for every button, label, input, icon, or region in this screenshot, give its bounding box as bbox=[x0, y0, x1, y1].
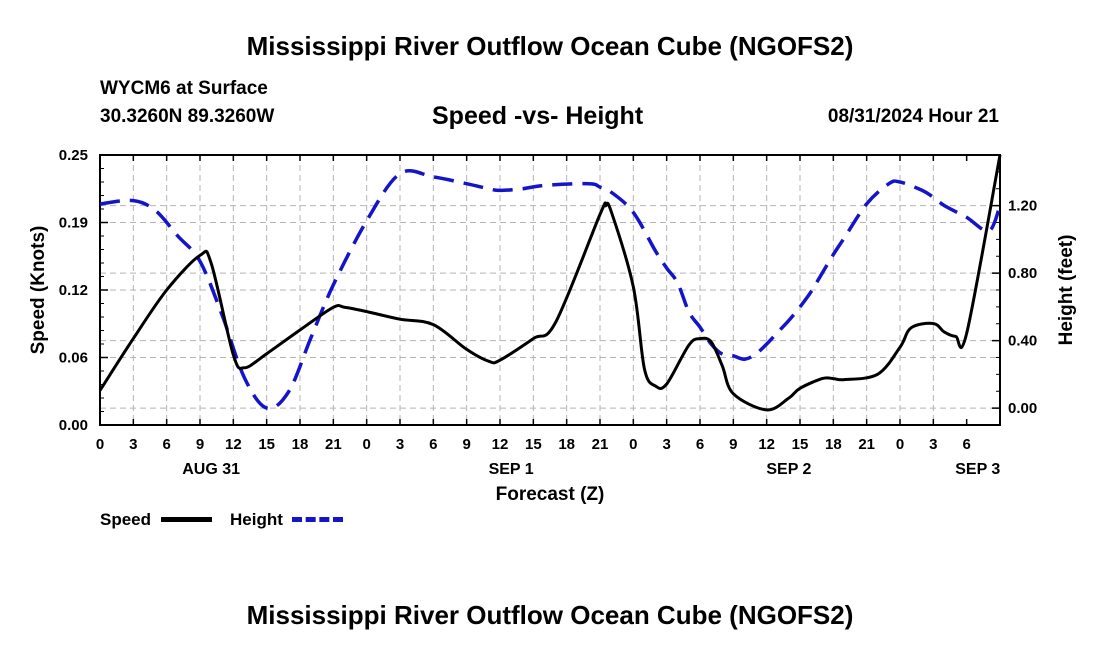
station-label: WYCM6 at Surface bbox=[100, 78, 268, 99]
day-label: SEP 2 bbox=[766, 461, 811, 478]
x-tick-label: 12 bbox=[758, 436, 775, 453]
x-tick-label: 12 bbox=[225, 436, 242, 453]
x-tick-label: 21 bbox=[325, 436, 342, 453]
x-tick-label: 9 bbox=[729, 436, 737, 453]
axis-ticks bbox=[99, 154, 1000, 426]
y-left-tick-labels: 0.00 0.06 0.12 0.19 0.25 bbox=[59, 147, 88, 434]
chart-main-title: Mississippi River Outflow Ocean Cube (NG… bbox=[246, 31, 854, 61]
x-tick-label: 6 bbox=[162, 436, 170, 453]
x-tick-label: 15 bbox=[258, 436, 275, 453]
legend-speed-swatch bbox=[161, 517, 212, 522]
x-tick-label: 0 bbox=[896, 436, 904, 453]
height-series-line bbox=[99, 169, 1002, 411]
grid-lines bbox=[100, 155, 1000, 425]
y-left-tick-label: 0.06 bbox=[59, 350, 88, 367]
y-left-tick-label: 0.00 bbox=[59, 417, 88, 434]
legend-height-label: Height bbox=[230, 510, 283, 529]
speed-series-line bbox=[98, 154, 1002, 412]
legend-height-swatch bbox=[292, 517, 343, 522]
x-tick-label: 9 bbox=[196, 436, 204, 453]
chart-subtitle: Speed -vs- Height bbox=[432, 102, 644, 130]
x-tick-label: 12 bbox=[492, 436, 509, 453]
x-tick-label: 0 bbox=[362, 436, 370, 453]
x-tick-label: 18 bbox=[292, 436, 309, 453]
y-right-tick-label: 0.80 bbox=[1008, 265, 1037, 282]
x-tick-label: 6 bbox=[962, 436, 970, 453]
y-right-tick-label: 1.20 bbox=[1008, 198, 1037, 215]
y-left-tick-label: 0.12 bbox=[59, 282, 88, 299]
x-tick-label: 9 bbox=[462, 436, 470, 453]
x-tick-label: 3 bbox=[662, 436, 670, 453]
chart-footer-title: Mississippi River Outflow Ocean Cube (NG… bbox=[246, 600, 854, 630]
y-left-tick-label: 0.19 bbox=[59, 215, 88, 232]
legend-speed-label: Speed bbox=[100, 510, 152, 529]
x-tick-label: 3 bbox=[129, 436, 137, 453]
x-tick-label: 0 bbox=[96, 436, 104, 453]
x-tick-label: 6 bbox=[429, 436, 437, 453]
x-tick-label: 18 bbox=[825, 436, 842, 453]
x-tick-label: 0 bbox=[629, 436, 637, 453]
day-label: SEP 3 bbox=[955, 461, 1000, 478]
y-right-tick-label: 0.40 bbox=[1008, 333, 1037, 350]
day-labels: AUG 31 SEP 1 SEP 2 SEP 3 bbox=[182, 461, 1000, 478]
coordinates-label: 30.3260N 89.3260W bbox=[100, 106, 275, 127]
day-label: SEP 1 bbox=[489, 461, 534, 478]
x-tick-label: 3 bbox=[929, 436, 937, 453]
day-label: AUG 31 bbox=[182, 461, 240, 478]
y-left-axis-title: Speed (Knots) bbox=[28, 226, 49, 355]
x-tick-label: 3 bbox=[396, 436, 404, 453]
forecast-datetime: 08/31/2024 Hour 21 bbox=[827, 106, 999, 127]
x-tick-label: 21 bbox=[592, 436, 609, 453]
x-tick-label: 6 bbox=[696, 436, 704, 453]
x-axis-title: Forecast (Z) bbox=[496, 484, 605, 505]
y-right-tick-label: 0.00 bbox=[1008, 400, 1037, 417]
x-tick-label: 15 bbox=[792, 436, 809, 453]
x-tick-label: 18 bbox=[558, 436, 575, 453]
x-tick-label: 21 bbox=[858, 436, 875, 453]
y-right-tick-labels: 0.00 0.40 0.80 1.20 bbox=[1008, 198, 1037, 418]
y-left-tick-label: 0.25 bbox=[59, 147, 88, 164]
y-right-axis-title: Height (feet) bbox=[1056, 235, 1077, 346]
x-tick-label: 15 bbox=[525, 436, 542, 453]
x-tick-labels: 0 3 6 9 12 15 18 21 0 3 6 9 12 15 18 21 0 3 6 9 12 15 18 21 0 3 6 bbox=[96, 436, 971, 453]
